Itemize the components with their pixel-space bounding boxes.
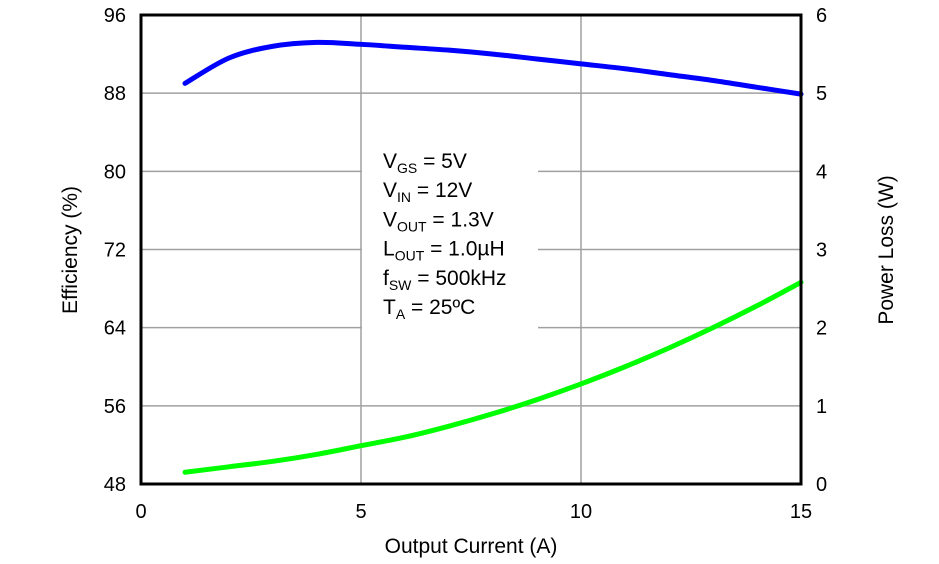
y-tick-label: 72: [104, 240, 126, 262]
plot-frame: [139, 13, 803, 486]
annotation-subscript: A: [396, 306, 406, 322]
annotation-subscript: IN: [397, 189, 411, 205]
annotation-background: [362, 132, 538, 332]
x-tick-label: 5: [355, 501, 366, 523]
condition-annotation: VOUT = 1.3V: [383, 208, 494, 234]
y2-axis-label: Power Loss (W): [875, 175, 898, 324]
annotation-symbol: T: [383, 296, 396, 319]
annotation-subscript: SW: [389, 277, 412, 293]
y-tick-label: 56: [104, 396, 126, 418]
y-tick-label: 88: [104, 83, 126, 105]
y-tick-label: 96: [104, 5, 126, 27]
y2-tick-label: 6: [816, 5, 827, 27]
annotation-symbol: V: [383, 208, 397, 231]
annotation-symbol: V: [383, 150, 397, 173]
y-axis-label: Efficiency (%): [59, 186, 82, 314]
x-tick-label: 15: [790, 501, 812, 523]
x-tick-label: 10: [570, 501, 592, 523]
y2-tick-label: 2: [816, 318, 827, 340]
y-tick-label: 64: [104, 318, 126, 340]
y2-tick-label: 4: [816, 161, 827, 183]
x-axis-label: Output Current (A): [385, 535, 558, 558]
annotation-value: = 12V: [411, 179, 472, 202]
annotation-symbol: L: [383, 238, 395, 261]
y2-tick-label: 5: [816, 83, 827, 105]
annotation-subscript: OUT: [397, 218, 427, 234]
condition-annotation: fSW = 500kHz: [383, 267, 507, 293]
annotation-value: = 500kHz: [411, 267, 506, 290]
y2-tick-label: 0: [816, 474, 827, 496]
annotation-value: = 5V: [417, 150, 467, 173]
efficiency-line: [182, 39, 804, 97]
annotation-value: = 1.3V: [427, 208, 494, 231]
condition-annotation: LOUT = 1.0µH: [383, 238, 505, 264]
y-tick-label: 48: [104, 474, 126, 496]
y2-tick-label: 3: [816, 240, 827, 262]
condition-annotation: VGS = 5V: [383, 150, 467, 176]
annotation-value: = 1.0µH: [424, 238, 504, 261]
annotation-value: = 25ºC: [405, 296, 475, 319]
annotation-symbol: f: [383, 267, 389, 290]
y-tick-label: 80: [104, 161, 126, 183]
x-tick-label: 0: [135, 501, 146, 523]
power-loss-line: [182, 279, 804, 475]
condition-annotation: TA = 25ºC: [383, 296, 475, 322]
y2-tick-label: 1: [816, 396, 827, 418]
annotation-subscript: GS: [397, 160, 417, 176]
annotation-subscript: OUT: [395, 248, 425, 264]
annotation-symbol: V: [383, 179, 397, 202]
condition-annotation: VIN = 12V: [383, 179, 472, 205]
